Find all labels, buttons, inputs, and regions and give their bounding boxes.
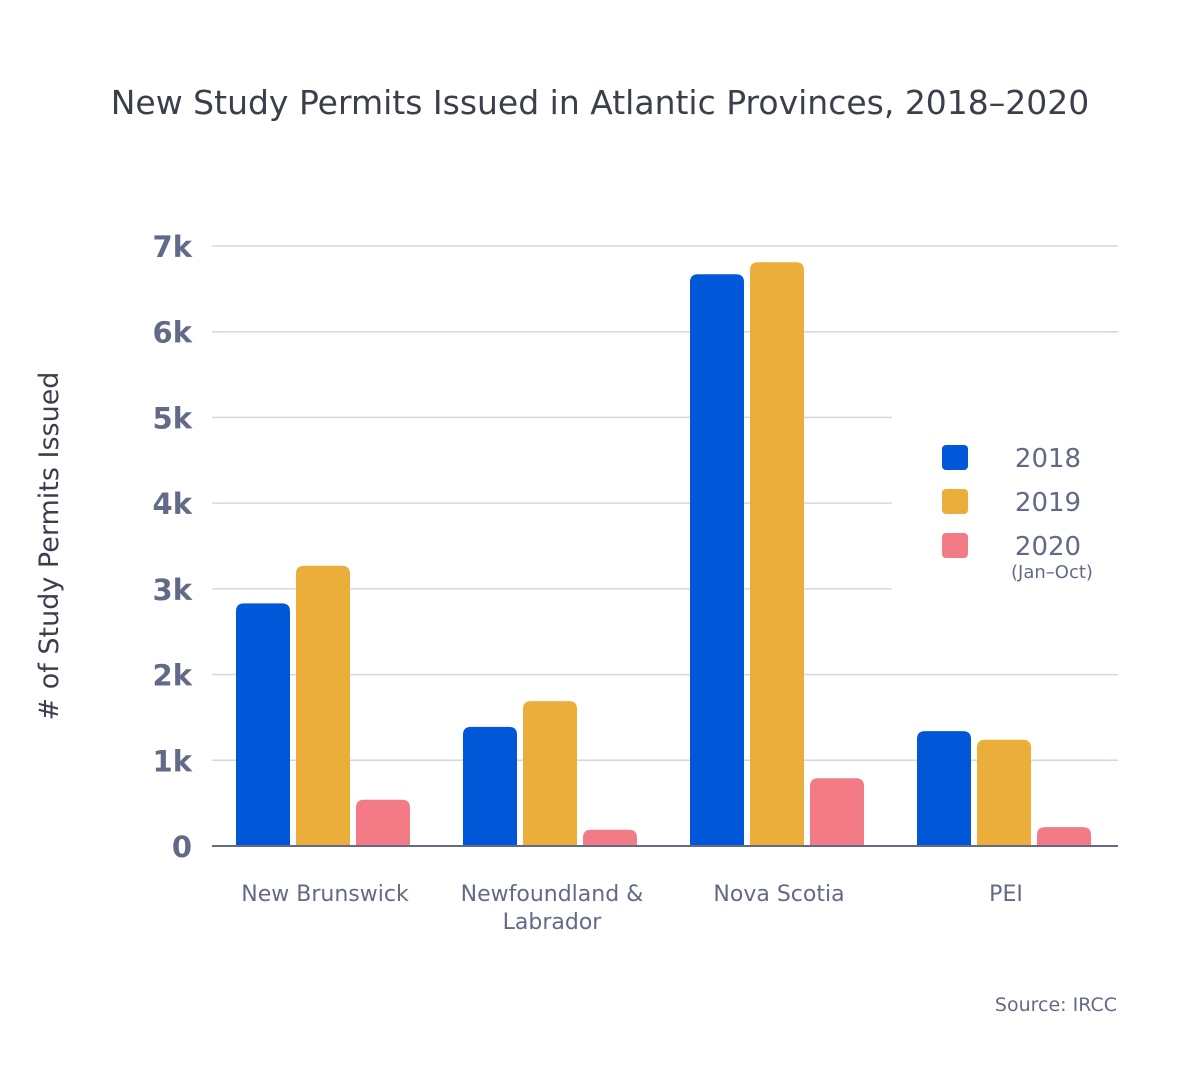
legend-swatch-2020: [942, 533, 968, 558]
legend-swatch-2019: [942, 489, 968, 514]
y-tick-label: 5k: [153, 401, 193, 435]
legend-label: 2018: [1015, 444, 1081, 474]
y-tick-label: 4k: [153, 487, 193, 521]
legend-sublabel: (Jan–Oct): [1011, 562, 1093, 583]
y-axis-label: # of Study Permits Issued: [34, 372, 65, 721]
bar-2020: [810, 778, 864, 846]
bar-2020: [356, 799, 410, 846]
x-tick-label: Labrador: [503, 910, 603, 935]
y-tick-label: 7k: [153, 230, 193, 264]
legend-label: 2019: [1015, 488, 1081, 518]
bar-2018: [690, 274, 744, 846]
bar-2018: [917, 731, 971, 846]
bar-2019: [977, 739, 1031, 846]
bar-2019: [296, 565, 350, 846]
bar-2019: [523, 701, 577, 846]
x-tick-label: New Brunswick: [241, 882, 409, 907]
y-tick-label: 3k: [153, 573, 193, 607]
bar-2019: [750, 262, 804, 846]
bar-2018: [236, 603, 290, 846]
x-tick-label: Newfoundland &: [461, 882, 644, 907]
legend-swatch-2018: [942, 445, 968, 470]
source-note: Source: IRCC: [995, 994, 1117, 1016]
bar-2020: [583, 829, 637, 846]
legend-label: 2020: [1015, 532, 1081, 562]
bar-2018: [463, 726, 517, 846]
y-tick-label: 6k: [153, 316, 193, 350]
x-tick-label: PEI: [989, 882, 1023, 907]
y-tick-label: 1k: [153, 744, 193, 778]
chart-title: New Study Permits Issued in Atlantic Pro…: [111, 83, 1090, 122]
y-tick-label: 0: [172, 830, 192, 864]
y-tick-label: 2k: [153, 659, 193, 693]
bar-2020: [1037, 827, 1091, 846]
x-tick-label: Nova Scotia: [713, 882, 844, 907]
legend-background: [892, 400, 1118, 610]
